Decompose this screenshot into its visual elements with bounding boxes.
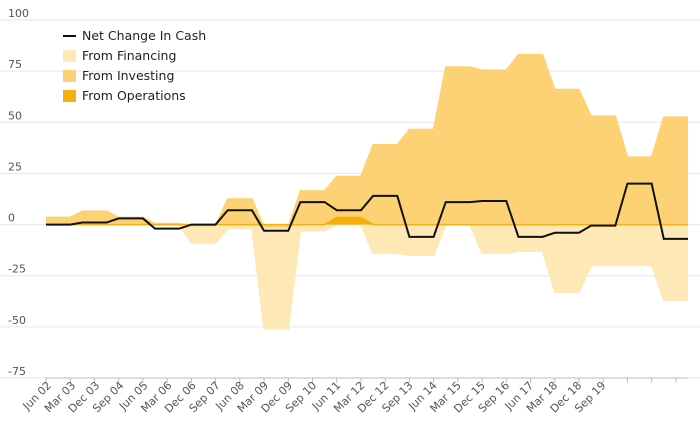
area-edge-from-investing <box>46 54 688 228</box>
y-tick-label: 0 <box>8 212 15 225</box>
y-tick-label: -25 <box>8 263 26 276</box>
legend-label: Net Change In Cash <box>82 28 206 43</box>
y-tick-label: 25 <box>8 160 22 173</box>
area-from-investing <box>46 54 688 227</box>
y-tick-label: 50 <box>8 109 22 122</box>
y-tick-label: 75 <box>8 58 22 71</box>
legend-label: From Investing <box>82 68 174 83</box>
area-edge-from-operations <box>46 216 688 226</box>
legend-label: From Financing <box>82 48 176 63</box>
legend: Net Change In Cash From Financing From Inv… <box>63 28 206 103</box>
legend-label: From Operations <box>82 88 186 103</box>
y-tick-label: 100 <box>8 7 29 20</box>
y-tick-label: -75 <box>8 365 26 378</box>
legend-swatch <box>63 90 76 102</box>
y-axis-ticks: 100 75 50 25 0 -25 -50 -75 <box>8 7 29 378</box>
line-series <box>46 182 688 240</box>
y-tick-label: -50 <box>8 314 26 327</box>
legend-swatch <box>63 70 76 82</box>
line-net-change-in-cash <box>46 182 688 240</box>
legend-swatch <box>63 50 76 62</box>
area-series <box>46 54 688 330</box>
